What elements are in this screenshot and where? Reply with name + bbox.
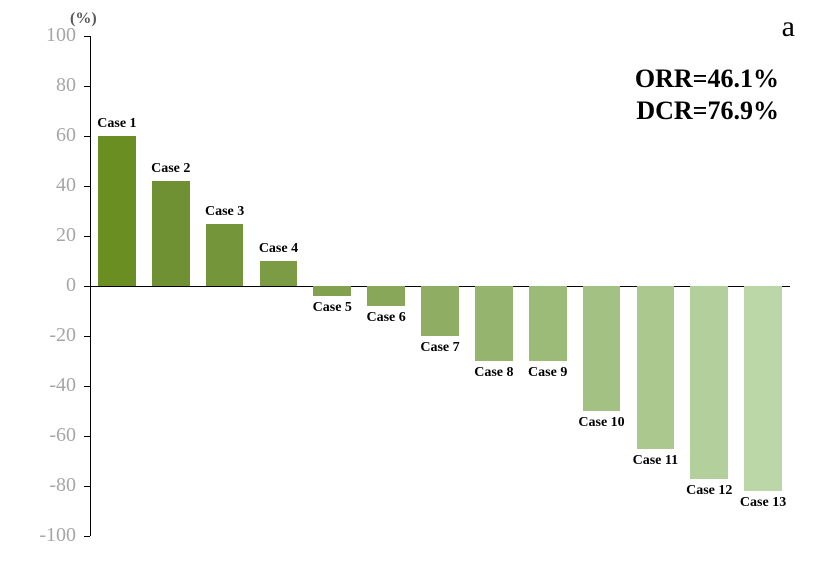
bar bbox=[744, 286, 782, 491]
bar bbox=[529, 286, 567, 361]
bar bbox=[690, 286, 728, 479]
bar bbox=[313, 286, 351, 296]
bar bbox=[206, 224, 244, 287]
bar bbox=[98, 136, 136, 286]
bar bbox=[260, 261, 298, 286]
y-tick-mark bbox=[84, 136, 90, 137]
y-tick-label: -100 bbox=[16, 524, 76, 547]
y-tick-mark bbox=[84, 336, 90, 337]
y-tick-mark bbox=[84, 486, 90, 487]
y-tick-label: -40 bbox=[16, 374, 76, 397]
y-tick-mark bbox=[84, 36, 90, 37]
bar bbox=[637, 286, 675, 449]
y-tick-label: 80 bbox=[16, 74, 76, 97]
y-tick-label: 20 bbox=[16, 224, 76, 247]
y-tick-mark bbox=[84, 436, 90, 437]
bar-label: Case 4 bbox=[247, 241, 311, 257]
bar-label: Case 10 bbox=[570, 415, 634, 431]
bar bbox=[421, 286, 459, 336]
y-tick-mark bbox=[84, 86, 90, 87]
annotation-dcr: DCR=76.9% bbox=[636, 96, 779, 126]
y-tick-label: -80 bbox=[16, 474, 76, 497]
panel-letter: a bbox=[782, 10, 795, 44]
annotation-orr: ORR=46.1% bbox=[635, 64, 779, 94]
y-tick-label: -60 bbox=[16, 424, 76, 447]
bar bbox=[583, 286, 621, 411]
bar-label: Case 13 bbox=[731, 495, 795, 511]
y-axis-unit-label: (%) bbox=[70, 10, 97, 28]
y-tick-label: 40 bbox=[16, 174, 76, 197]
bar-label: Case 3 bbox=[193, 204, 257, 220]
bar bbox=[475, 286, 513, 361]
bar-label: Case 2 bbox=[139, 161, 203, 177]
y-tick-label: 100 bbox=[16, 24, 76, 47]
waterfall-chart: 100 80 60 40 20 0 -20 -40 -60 -80 -100 Case 1 Case 2… bbox=[0, 0, 819, 577]
y-tick-label: 0 bbox=[16, 274, 76, 297]
y-tick-mark bbox=[84, 186, 90, 187]
bar-label: Case 1 bbox=[85, 116, 149, 132]
y-tick-label: 60 bbox=[16, 124, 76, 147]
bar-label: Case 9 bbox=[516, 365, 580, 381]
bar-label: Case 6 bbox=[354, 310, 418, 326]
bar bbox=[367, 286, 405, 306]
bar bbox=[152, 181, 190, 286]
bar-label: Case 11 bbox=[623, 453, 687, 469]
y-tick-mark bbox=[84, 536, 90, 537]
y-tick-mark bbox=[84, 236, 90, 237]
bar-label: Case 7 bbox=[408, 340, 472, 356]
y-tick-label: -20 bbox=[16, 324, 76, 347]
y-tick-mark bbox=[84, 386, 90, 387]
